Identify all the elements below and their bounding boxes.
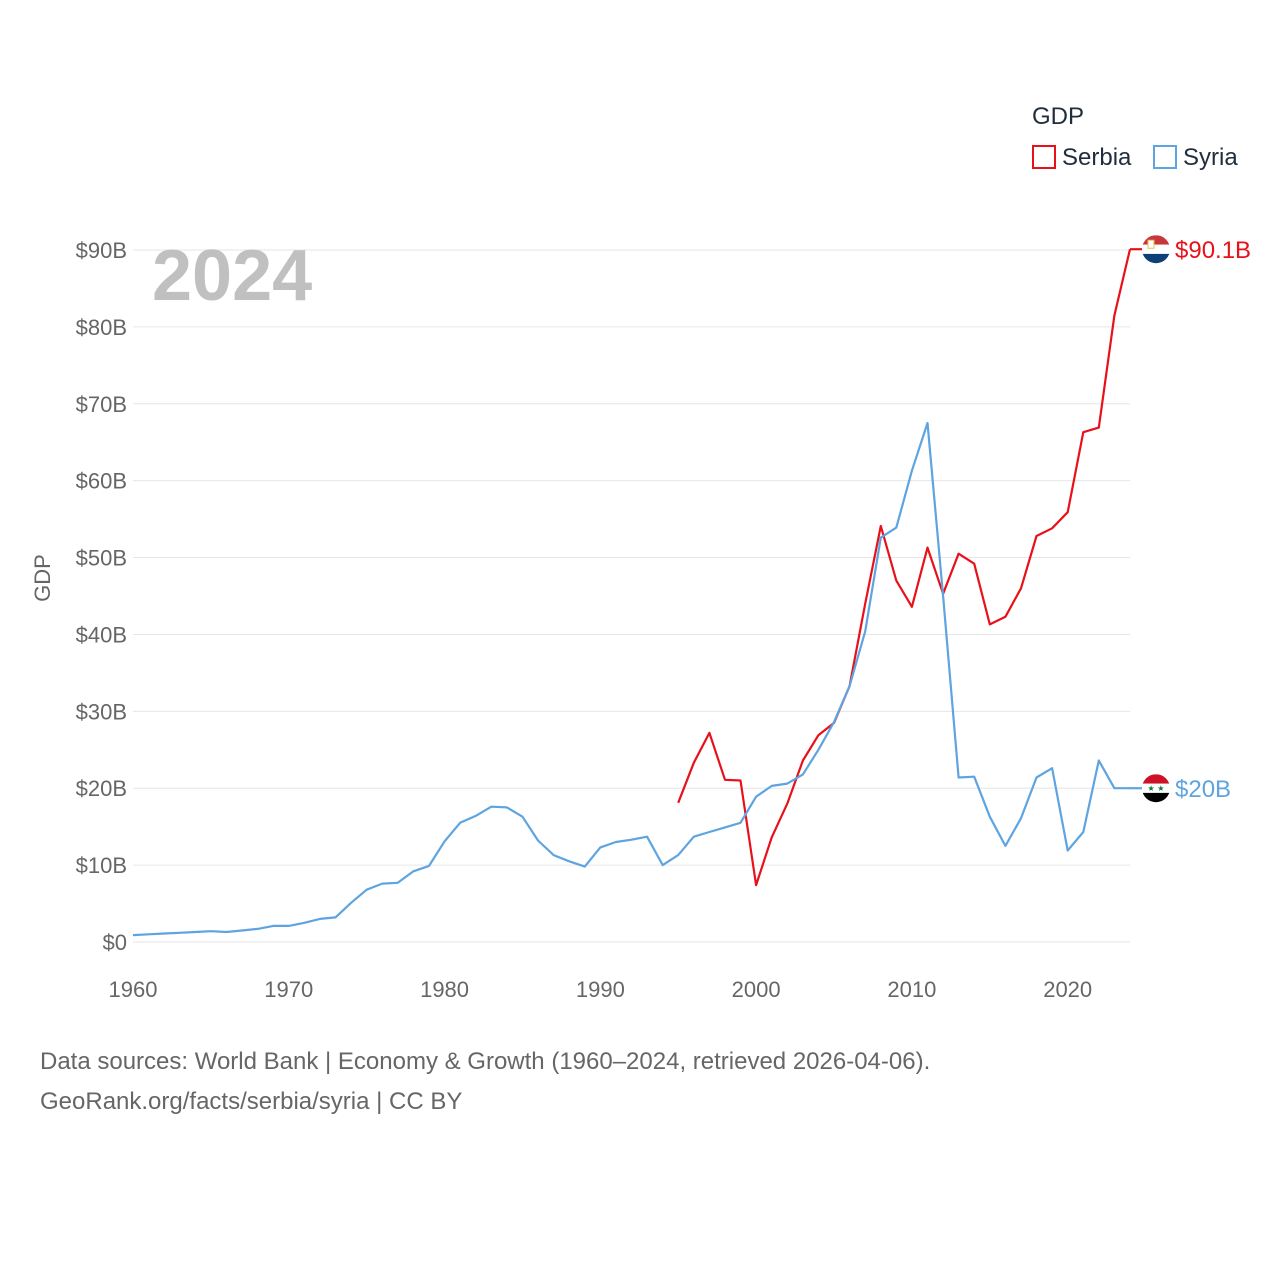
grid-lines — [133, 249, 1130, 943]
x-tick-label-1960: 1960 — [109, 977, 158, 1002]
end-value-label-syria: $20B — [1175, 776, 1231, 803]
data-source-note: Data sources: World Bank | Economy & Gro… — [40, 1042, 1240, 1122]
x-tick-label-2020: 2020 — [1043, 977, 1092, 1002]
y-axis-ticks: $0 $10B $20B $30B $40B $50B $60B $70B $80B $90B — [76, 238, 127, 955]
series-line-serbia[interactable] — [677, 248, 1132, 887]
y-tick-label-90: $90B — [76, 238, 127, 263]
source-line-2[interactable]: GeoRank.org/facts/serbia/syria | CC BY — [40, 1088, 463, 1115]
year-label: 2024 — [152, 236, 312, 316]
x-tick-label-1990: 1990 — [576, 977, 625, 1002]
y-tick-label-20: $20B — [76, 776, 127, 801]
x-axis-ticks: 1960 1970 1980 1990 2000 2010 2020 — [109, 977, 1093, 1002]
x-tick-label-1980: 1980 — [420, 977, 469, 1002]
y-tick-label-60: $60B — [76, 469, 127, 494]
end-markers: $90.1B ★ ★ $20B — [1142, 235, 1251, 803]
y-tick-label-80: $80B — [76, 315, 127, 340]
legend: GDP Serbia Syria — [1032, 103, 1238, 171]
legend-swatch-serbia[interactable] — [1032, 145, 1056, 169]
gdp-line-chart: $0 $10B $20B $30B $40B $50B $60B $70B $80B $90B 1… — [30, 103, 1251, 1002]
y-tick-label-40: $40B — [76, 622, 127, 647]
y-tick-label-30: $30B — [76, 699, 127, 724]
y-axis-title: GDP — [30, 554, 55, 602]
source-line-1: Data sources: World Bank | Economy & Gro… — [40, 1048, 931, 1075]
y-tick-label-70: $70B — [76, 392, 127, 417]
series-lines — [132, 248, 1142, 937]
legend-swatch-syria[interactable] — [1153, 145, 1177, 169]
legend-title: GDP — [1032, 103, 1084, 130]
legend-label-serbia[interactable]: Serbia — [1062, 144, 1132, 171]
x-tick-label-2000: 2000 — [732, 977, 781, 1002]
flag-icon-syria: ★ ★ — [1142, 774, 1170, 803]
x-tick-label-2010: 2010 — [887, 977, 936, 1002]
y-tick-label-10: $10B — [76, 853, 127, 878]
y-tick-label-0: $0 — [103, 930, 127, 955]
flag-icon-serbia — [1142, 235, 1170, 264]
svg-text:★ ★: ★ ★ — [1148, 784, 1165, 793]
y-tick-label-50: $50B — [76, 546, 127, 571]
end-value-label-serbia: $90.1B — [1175, 237, 1251, 264]
legend-label-syria[interactable]: Syria — [1183, 144, 1238, 171]
series-line-syria[interactable] — [132, 421, 1130, 937]
x-tick-label-1970: 1970 — [264, 977, 313, 1002]
